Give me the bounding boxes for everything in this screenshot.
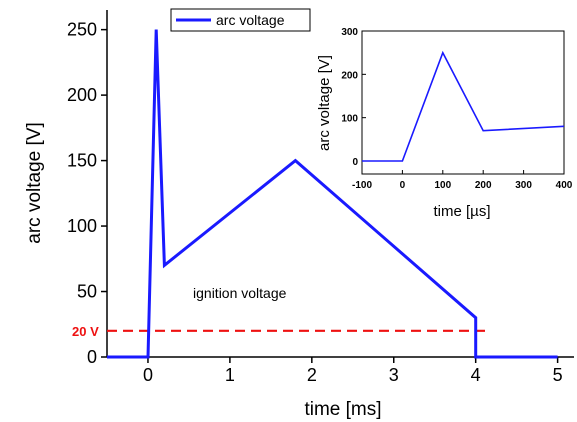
main-x-tick-label: 1 [225,365,235,385]
main-y-tick-label: 0 [87,347,97,367]
inset-series-line [362,50,565,162]
inset-x-ticks: -100 0 100 200 300 400 [352,170,573,191]
main-x-tick-label: 2 [307,365,317,385]
main-y-axis-label: arc voltage [V] [24,122,45,243]
main-x-axis-label: time [ms] [304,399,381,420]
main-y-tick-label: 50 [77,282,97,302]
main-x-tick-label: 4 [471,365,481,385]
inset-y-axis-label: arc voltage [V] [316,55,333,151]
main-y-tick-label: 250 [67,20,97,40]
main-x-tick-label: 3 [389,365,399,385]
main-x-tick-label: 0 [143,365,153,385]
main-x-ticks: 0 1 2 3 4 5 [143,357,563,385]
inset-x-tick-label: 0 [400,180,406,191]
main-y-tick-label: 100 [67,216,97,236]
main-y-tick-label: 150 [67,151,97,171]
threshold-label: 20 V [72,324,99,339]
inset-x-tick-label: 200 [475,180,492,191]
inset-y-tick-label: 300 [341,27,358,38]
inset-frame [361,30,565,175]
series-line-arc-voltage [107,29,558,359]
legend: arc voltage [170,8,311,32]
inset-plot: 0 100 200 300 -100 0 100 200 300 400 time [µs] a… [316,27,573,220]
inset-x-tick-label: -100 [352,180,372,191]
inset-x-tick-label: 100 [434,180,451,191]
legend-box [170,8,311,32]
annotation-ignition-voltage: ignition voltage [193,285,287,301]
inset-x-tick-label: 300 [515,180,532,191]
legend-entry: arc voltage [216,12,285,28]
inset-y-tick-label: 100 [341,114,358,125]
inset-x-tick-label: 400 [556,180,573,191]
main-y-tick-label: 200 [67,85,97,105]
main-plot: 0 50 100 150 200 250 0 1 2 3 4 5 20 V ignition vol… [24,10,574,420]
inset-y-tick-label: 0 [352,157,358,168]
main-y-ticks: 0 50 100 150 200 250 [67,20,107,367]
inset-x-axis-label: time [µs] [434,203,491,220]
inset-y-tick-label: 200 [341,70,358,81]
main-x-tick-label: 5 [553,365,563,385]
